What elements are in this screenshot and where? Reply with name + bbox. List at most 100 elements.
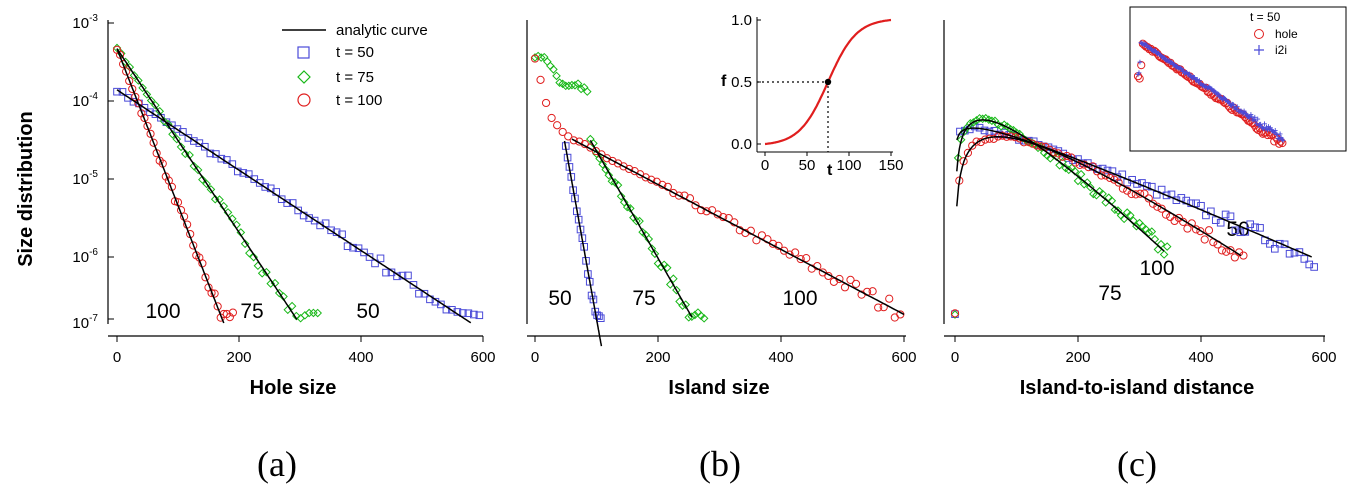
data-point	[691, 201, 700, 210]
data-point	[785, 250, 794, 259]
data-point	[569, 136, 578, 145]
data-point	[249, 252, 258, 262]
fit-curve	[956, 119, 1165, 252]
data-point	[404, 271, 412, 280]
data-point	[294, 206, 302, 215]
fit-curve	[563, 140, 603, 347]
inset-data-point	[1275, 135, 1281, 141]
inset-data-point	[1227, 100, 1232, 106]
data-point	[376, 254, 385, 263]
inset-b-x-title: t	[827, 162, 833, 179]
data-point	[624, 164, 634, 174]
data-point	[146, 108, 154, 116]
data-point	[464, 309, 473, 318]
data-point	[1310, 263, 1318, 271]
data-point	[475, 311, 484, 320]
data-point	[261, 183, 270, 191]
inset-data-point	[1187, 71, 1192, 77]
data-point	[310, 216, 319, 225]
data-point	[217, 154, 226, 163]
inset-data-point	[1215, 91, 1221, 97]
panel-label-b: (b)	[699, 444, 741, 484]
fit-curve	[956, 127, 1313, 258]
data-point	[597, 314, 605, 322]
data-point	[1196, 227, 1205, 236]
panel-b-curve-label-75: 75	[632, 287, 655, 310]
inset-b-y-tick: 0.5	[731, 74, 752, 91]
data-point	[1211, 216, 1220, 224]
panel-b-plot	[530, 51, 905, 347]
data-point	[890, 313, 899, 322]
data-point	[874, 303, 883, 312]
fit-curve	[116, 48, 225, 324]
data-point	[1275, 239, 1284, 248]
panel-b: 0 200 400 600 Island size 50 75 100	[526, 20, 917, 399]
inset-data-point	[1137, 61, 1146, 70]
y-tick-label: 10-7	[72, 313, 98, 332]
data-point	[1200, 235, 1209, 244]
data-point	[1271, 245, 1279, 253]
data-point	[1217, 246, 1227, 255]
data-point	[1222, 247, 1231, 256]
data-point	[1011, 133, 1020, 142]
legend-t50-label: t = 50	[336, 44, 374, 61]
inset-c-legend-i2i-marker	[1254, 45, 1264, 55]
x-tick-label: 600	[1311, 349, 1336, 366]
data-point	[552, 71, 561, 81]
data-point	[779, 246, 789, 255]
data-point	[669, 274, 678, 284]
data-point	[1125, 211, 1135, 220]
data-point	[1114, 178, 1123, 187]
inset-b-x-tick: 150	[878, 157, 903, 174]
panel-a-curve-label-75: 75	[240, 300, 263, 323]
legend-t100-label: t = 100	[336, 92, 382, 109]
data-point	[619, 162, 628, 171]
panel-a-curve-label-50: 50	[356, 300, 379, 323]
y-tick-label: 10-4	[72, 91, 98, 110]
x-tick-label: 400	[1188, 349, 1213, 366]
data-point	[547, 113, 556, 123]
data-point	[277, 195, 286, 203]
inset-data-point	[1277, 131, 1283, 137]
data-point	[989, 134, 998, 143]
data-point	[601, 165, 611, 174]
data-point	[239, 169, 248, 177]
inset-data-point	[1272, 128, 1278, 133]
data-point	[1161, 210, 1171, 219]
data-point	[193, 165, 203, 175]
data-point	[129, 71, 139, 80]
panel-a-y-ticks	[108, 22, 114, 320]
data-point	[365, 253, 374, 261]
x-tick-label: 200	[226, 349, 251, 366]
panel-c-curve-label-100: 100	[1139, 257, 1174, 280]
data-point	[448, 306, 456, 314]
data-point	[149, 138, 158, 147]
data-point	[1085, 182, 1095, 192]
data-point	[201, 273, 210, 282]
panel-b-inset: 1.0 0.5 0.0 0 50 100 150 f t	[721, 12, 904, 179]
panel-c: 0 200 400 600 Island-to-island distance …	[943, 20, 1337, 399]
data-point	[1108, 167, 1117, 175]
data-point	[1236, 228, 1245, 237]
data-point	[656, 262, 666, 272]
x-tick-label: 400	[768, 349, 793, 366]
data-point	[1187, 199, 1195, 208]
inset-b-y-tick: 1.0	[731, 12, 752, 29]
data-point	[202, 179, 211, 189]
data-point	[950, 310, 960, 319]
data-point	[595, 154, 604, 163]
data-point	[1058, 157, 1067, 167]
data-point	[968, 141, 977, 150]
legend-analytic-label: analytic curve	[336, 22, 428, 39]
inset-c-plot	[1133, 39, 1287, 148]
fit-curve	[116, 48, 298, 320]
data-point	[437, 300, 445, 309]
data-point	[699, 314, 709, 323]
data-point	[1251, 223, 1259, 232]
x-tick-label: 0	[531, 349, 539, 366]
data-point	[972, 137, 981, 146]
y-tick-labels: 10-3 10-4 10-5 10-6 10-7	[72, 13, 98, 332]
data-point	[956, 127, 964, 136]
data-point	[549, 65, 558, 74]
